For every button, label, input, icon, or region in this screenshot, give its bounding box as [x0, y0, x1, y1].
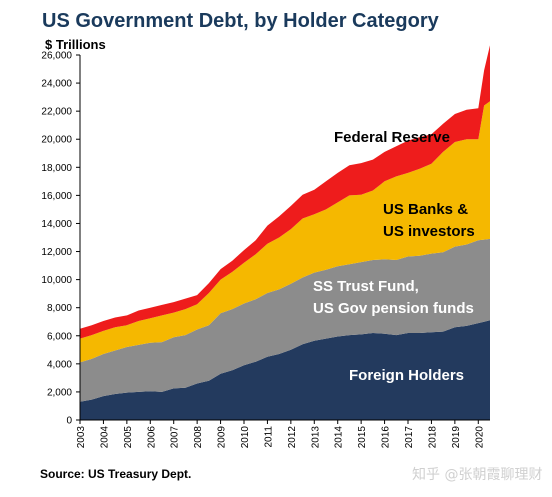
- y-tick-label: 18,000: [41, 163, 72, 174]
- y-tick-label: 16,000: [41, 191, 72, 202]
- x-tick-label: 2013: [310, 426, 321, 449]
- annotation-federal-reserve: Federal Reserve: [334, 129, 450, 146]
- y-unit-label: $ Trillions: [45, 37, 106, 52]
- y-tick-label: 22,000: [41, 107, 72, 118]
- y-tick-label: 0: [66, 416, 72, 427]
- x-tick-label: 2014: [334, 426, 345, 449]
- chart-title: US Government Debt, by Holder Category: [42, 10, 439, 32]
- y-tick-label: 14,000: [41, 219, 72, 230]
- series-annotations: Federal Reserve US Banks & US investors SS …: [313, 129, 475, 384]
- area-banks-investors: [80, 101, 490, 363]
- x-tick-labels: 2003 2004 2005 2006 2007 2008 2009 2010 2011 2012…: [76, 420, 485, 448]
- axes: [79, 55, 490, 421]
- x-tick-label: 2020: [474, 426, 485, 449]
- x-tick-label: 2009: [217, 426, 228, 449]
- y-tick-label: 8,000: [47, 303, 72, 314]
- x-tick-label: 2015: [357, 426, 368, 449]
- source-note: Source: US Treasury Dept.: [40, 467, 192, 481]
- annotation-banks-line1: US Banks &: [383, 201, 468, 218]
- area-trust-fund: [80, 238, 490, 402]
- x-tick-label: 2010: [240, 426, 251, 449]
- x-tick-label: 2016: [381, 426, 392, 449]
- y-tick-label: 20,000: [41, 135, 72, 146]
- annotation-foreign-holders: Foreign Holders: [349, 367, 464, 384]
- y-tick-label: 26,000: [41, 51, 72, 62]
- y-tick-label: 24,000: [41, 79, 72, 90]
- area-foreign-holders: [80, 320, 490, 420]
- x-tick-label: 2005: [123, 426, 134, 449]
- x-tick-label: 2003: [76, 426, 87, 449]
- x-tick-label: 2004: [99, 426, 110, 449]
- y-tick-label: 10,000: [41, 275, 72, 286]
- x-tick-label: 2018: [427, 426, 438, 449]
- x-tick-label: 2017: [404, 426, 415, 449]
- x-tick-label: 2007: [170, 426, 181, 449]
- y-tick-label: 6,000: [47, 331, 72, 342]
- annotation-trust-line1: SS Trust Fund,: [313, 278, 419, 295]
- y-tick-label: 4,000: [47, 359, 72, 370]
- annotation-banks-line2: US investors: [383, 223, 475, 240]
- x-tick-label: 2006: [146, 426, 157, 449]
- x-tick-label: 2019: [451, 426, 462, 449]
- y-tick-labels: 0 2,000 4,000 6,000 8,000 10,000 12,000 14,000 1…: [41, 51, 80, 427]
- area-layers: [80, 45, 490, 420]
- x-tick-label: 2011: [263, 426, 274, 448]
- watermark: 知乎 @张朝霞聊理财: [412, 467, 543, 483]
- y-tick-label: 2,000: [47, 387, 72, 398]
- annotation-trust-line2: US Gov pension funds: [313, 300, 474, 317]
- y-tick-label: 12,000: [41, 247, 72, 258]
- x-tick-label: 2012: [287, 426, 298, 449]
- x-tick-label: 2008: [193, 426, 204, 449]
